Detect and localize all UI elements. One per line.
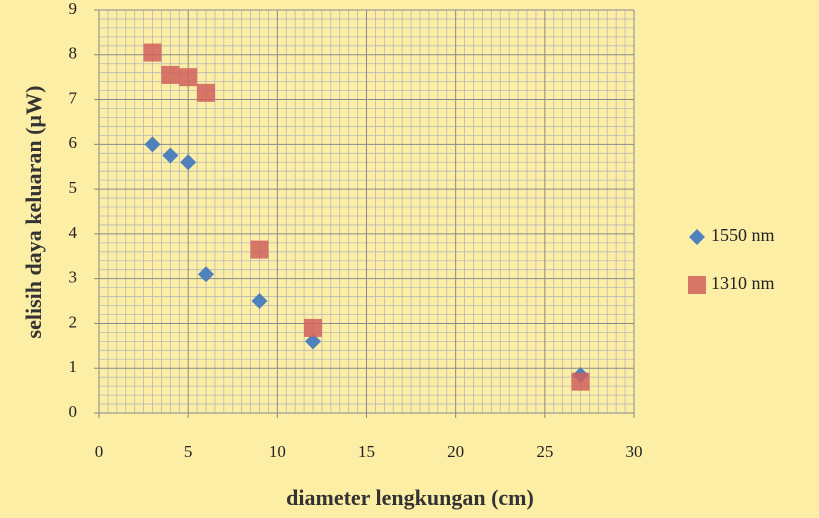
point <box>180 154 196 170</box>
legend-marker <box>688 276 706 294</box>
point <box>145 136 161 152</box>
x-tick-label: 25 <box>536 442 553 461</box>
legend-label: 1310 nm <box>711 273 775 293</box>
y-tick-label: 8 <box>69 44 78 63</box>
x-tick-label: 5 <box>184 442 193 461</box>
point <box>251 241 269 259</box>
legend-marker <box>689 229 705 245</box>
y-tick-label: 0 <box>69 402 78 421</box>
y-tick-label: 5 <box>69 178 78 197</box>
y-tick-label: 2 <box>69 312 78 331</box>
y-tick-label: 9 <box>69 0 78 18</box>
point <box>161 66 179 84</box>
point <box>304 319 322 337</box>
x-tick-label: 0 <box>95 442 104 461</box>
point <box>179 68 197 86</box>
y-axis-title: selisih daya keluaran (µW) <box>21 86 46 339</box>
x-tick-label: 20 <box>447 442 464 461</box>
y-tick-label: 3 <box>69 268 78 287</box>
y-tick-label: 7 <box>69 88 78 107</box>
chart: diameter lengkungan (cm) selisih daya ke… <box>0 0 819 518</box>
point <box>198 266 214 282</box>
x-axis-title: diameter lengkungan (cm) <box>286 485 534 510</box>
x-tick-label: 30 <box>626 442 643 461</box>
y-tick-label: 1 <box>69 357 78 376</box>
point <box>572 373 590 391</box>
point <box>162 148 178 164</box>
point <box>197 84 215 102</box>
legend-label: 1550 nm <box>711 225 775 245</box>
x-tick-label: 15 <box>358 442 375 461</box>
x-tick-label: 10 <box>269 442 286 461</box>
y-tick-label: 4 <box>69 223 78 242</box>
point <box>252 293 268 309</box>
point <box>144 44 162 62</box>
y-tick-label: 6 <box>69 133 78 152</box>
